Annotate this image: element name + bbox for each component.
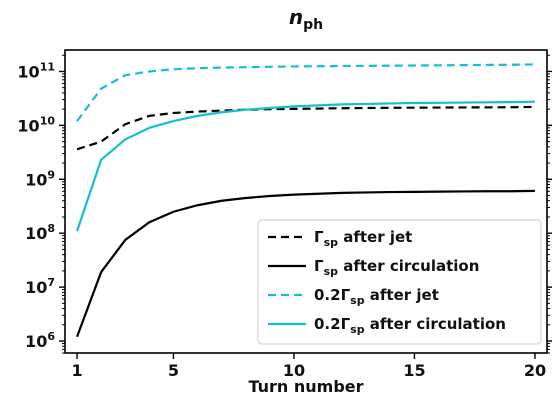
y-tick-label: 109 <box>25 168 55 189</box>
series-line-2 <box>76 189 535 338</box>
legend-label-2: Γsp after circulation <box>314 257 479 278</box>
series-line-1 <box>76 105 535 151</box>
chart-title-subscript: ph <box>303 17 323 33</box>
y-tick-label: 108 <box>25 222 55 243</box>
chart-title-main: n <box>289 5 303 29</box>
y-tick-label: 1011 <box>17 60 55 81</box>
legend-label-3: 0.2Γsp after jet <box>314 286 439 307</box>
legend-label-1: Γsp after jet <box>314 228 412 249</box>
legend-box <box>257 219 542 345</box>
y-tick-label: 107 <box>25 276 55 297</box>
chart-title: nph <box>289 5 323 33</box>
x-tick-label: 10 <box>283 361 305 380</box>
plot-frame <box>64 49 548 354</box>
y-axis: 106 107 108 109 1010 1011 <box>17 54 552 354</box>
x-axis-label: Turn number <box>248 377 363 396</box>
series-line-3 <box>76 63 535 122</box>
x-tick-label: 20 <box>524 361 546 380</box>
y-tick-label: 106 <box>25 330 55 351</box>
series-line-4 <box>76 100 535 232</box>
legend: Γsp after jet Γsp after circulation 0.2Γsp… <box>257 219 542 345</box>
plot-layer <box>76 63 535 338</box>
x-tick-label: 1 <box>71 361 82 380</box>
x-axis: 1 5 10 15 20 <box>71 353 546 380</box>
y-tick-label: 1010 <box>17 114 55 135</box>
x-tick-label: 15 <box>403 361 425 380</box>
x-tick-label: 5 <box>168 361 179 380</box>
legend-label-4: 0.2Γsp after circulation <box>314 315 506 336</box>
